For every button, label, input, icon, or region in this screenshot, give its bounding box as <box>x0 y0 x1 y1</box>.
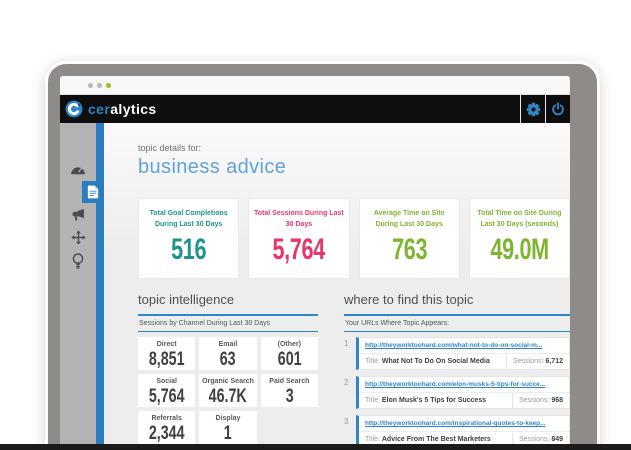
window-dot-1 <box>88 82 93 88</box>
page-title: business advice <box>138 156 287 178</box>
sidebar-item-targeting[interactable] <box>60 226 96 249</box>
metric-value: 49.0M <box>490 233 549 267</box>
window-dot-2 <box>97 82 102 88</box>
sidebar-item-ideas[interactable] <box>60 249 96 272</box>
sidebar-item-promotion[interactable] <box>60 203 96 226</box>
document-topics-icon <box>87 185 99 199</box>
url-sessions: Sessions: 849 <box>512 432 569 447</box>
logo-text: ceralytics <box>88 101 157 117</box>
url-sessions: Sessions: 968 <box>512 393 569 408</box>
browser-chrome-bar <box>60 76 570 95</box>
channels-grid: Direct 8,851 Email 63 (Other) 601 <box>138 337 318 444</box>
settings-button[interactable] <box>520 95 545 123</box>
metric-card-total-sessions: Total Sessions During Last 30 Days 5,764 <box>248 198 350 279</box>
move-crosshair-icon <box>70 230 86 245</box>
metric-cards-row: Total Goal Completions During Last 30 Day… <box>138 198 570 279</box>
url-link[interactable]: http://theyworktoohard.com/what-not-to-d… <box>359 338 569 354</box>
channel-cell-organic-search: Organic Search 46.7K <box>199 374 257 407</box>
channel-cell-email: Email 63 <box>199 337 257 370</box>
metric-label: Average Time on Site During Last 30 Days <box>373 210 445 229</box>
power-icon <box>551 102 565 116</box>
sidebar-item-dashboard[interactable] <box>60 157 96 180</box>
channel-cell-empty <box>261 411 318 444</box>
active-item-highlight <box>82 180 104 203</box>
url-link[interactable]: http://theyworktoohard.com/elon-musks-5-… <box>359 377 569 393</box>
channel-cell-social: Social 5,764 <box>138 374 196 407</box>
channels-subheading: Sessions by Channel During Last 30 Days <box>138 314 318 332</box>
url-sessions: Sessions: 6,712 <box>506 354 569 369</box>
channel-cell-direct: Direct 8,851 <box>138 337 196 370</box>
channel-cell-display: Display 1 <box>199 411 257 444</box>
metric-value: 763 <box>391 233 427 267</box>
metric-card-total-time: Total Time on Site During Last 30 Days (s… <box>468 198 570 279</box>
url-list: 1 http://theyworktoohard.com/what-not-to… <box>344 337 570 450</box>
channel-cell-paid-search: Paid Search 3 <box>260 374 318 407</box>
metric-label: Total Sessions During Last 30 Days <box>254 210 344 229</box>
image-bottom-crop-band <box>0 444 631 450</box>
app-body: topic details for: business advice Total… <box>60 123 570 450</box>
sidebar-nav <box>60 123 104 450</box>
section-heading-topic-intelligence: topic intelligence <box>138 292 235 307</box>
main-content: topic details for: business advice Total… <box>104 123 570 450</box>
gauge-dashboard-icon <box>70 163 86 175</box>
url-link[interactable]: http://theyworktoohard.com/inspirational… <box>359 416 569 432</box>
topic-eyebrow: topic details for: <box>138 143 202 153</box>
power-logout-button[interactable] <box>545 95 570 123</box>
browser-window: ceralytics <box>60 76 570 450</box>
urls-subheading: Your URLs Where Topic Appears: <box>344 314 570 332</box>
topic-intelligence-section: topic intelligence Sessions by Channel D… <box>138 292 318 450</box>
url-list-item: 1 http://theyworktoohard.com/what-not-to… <box>344 337 570 370</box>
url-title: Title: What Not To Do On Social Media <box>365 358 490 365</box>
logo-circle-icon <box>65 100 83 118</box>
where-to-find-section: where to find this topic Your URLs Where… <box>344 292 570 450</box>
app-header: ceralytics <box>60 95 570 123</box>
appbar-spacer <box>157 95 520 123</box>
megaphone-icon <box>71 208 86 222</box>
window-dot-3 <box>106 82 111 88</box>
metric-label: Total Time on Site During Last 30 Days (s… <box>477 210 562 229</box>
url-list-item: 2 http://theyworktoohard.com/elon-musks-… <box>344 376 570 409</box>
monitor-frame: ceralytics <box>48 64 597 450</box>
ceralytics-logo: ceralytics <box>60 95 157 123</box>
section-heading-where-to-find: where to find this topic <box>344 292 474 307</box>
channel-cell-referrals: Referrals 2,344 <box>138 411 196 444</box>
url-item-number: 3 <box>344 417 349 426</box>
sidebar-item-topics-active[interactable] <box>60 180 104 203</box>
metric-label: Total Goal Completions During Last 30 Day… <box>149 210 228 229</box>
metric-card-goal-completions: Total Goal Completions During Last 30 Day… <box>138 198 240 279</box>
url-item-number: 1 <box>344 339 349 348</box>
metric-card-avg-time: Average Time on Site During Last 30 Days … <box>358 198 460 279</box>
lightbulb-icon <box>72 252 84 269</box>
url-title: Title: Elon Musk's 5 Tips for Success <box>365 397 487 404</box>
metric-value: 516 <box>171 233 207 267</box>
gear-icon <box>526 102 541 117</box>
url-title: Title: Advice From The Best Marketers <box>365 436 491 443</box>
sidebar-accent-stripe <box>96 123 104 450</box>
url-item-number: 2 <box>344 378 349 387</box>
channel-cell-other: (Other) 601 <box>260 337 318 370</box>
metric-value: 5,764 <box>272 233 326 267</box>
